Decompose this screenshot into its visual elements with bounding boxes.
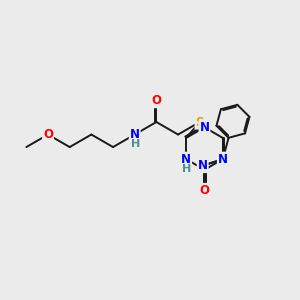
Text: O: O: [152, 94, 161, 107]
Text: H: H: [131, 139, 140, 149]
Text: O: O: [200, 184, 209, 197]
Text: O: O: [43, 128, 53, 141]
Text: S: S: [196, 116, 204, 128]
Text: N: N: [200, 121, 209, 134]
Text: N: N: [181, 153, 191, 166]
Text: N: N: [130, 128, 140, 141]
Text: N: N: [198, 159, 208, 172]
Text: N: N: [218, 153, 228, 166]
Text: H: H: [182, 164, 191, 174]
